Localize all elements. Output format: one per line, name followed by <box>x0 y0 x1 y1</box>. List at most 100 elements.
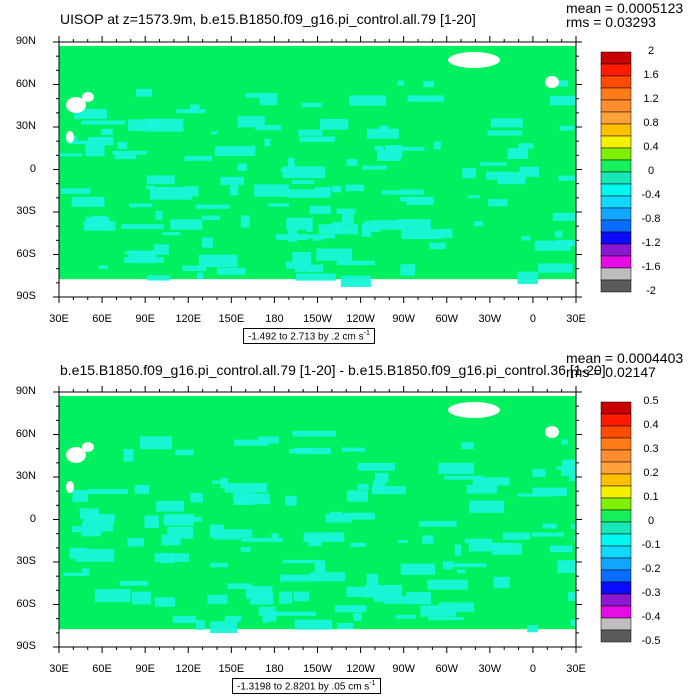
near-zero-patch <box>114 153 137 160</box>
near-zero-patch <box>573 535 576 541</box>
near-zero-patch <box>294 234 336 239</box>
near-zero-patch <box>129 203 153 208</box>
near-zero-patch <box>292 251 312 265</box>
ocean-field <box>59 392 576 647</box>
colorbar-label: 0.5 <box>643 395 659 407</box>
near-zero-patch <box>507 148 529 159</box>
near-zero-patch <box>286 189 330 198</box>
near-zero-patch <box>502 532 531 540</box>
near-zero-patch <box>473 221 484 227</box>
near-zero-patch <box>397 80 405 86</box>
near-zero-patch <box>454 544 462 556</box>
near-zero-patch <box>182 265 207 272</box>
near-zero-patch <box>74 109 108 119</box>
near-zero-patch <box>154 597 176 607</box>
near-zero-patch <box>538 263 573 273</box>
near-zero-patch <box>162 232 181 236</box>
near-zero-patch <box>98 265 109 270</box>
near-zero-patch <box>301 102 322 108</box>
near-zero-patch <box>144 515 159 528</box>
near-zero-patch <box>128 119 163 132</box>
near-zero-patch <box>201 237 213 248</box>
colorbar-label: 0 <box>647 165 655 177</box>
near-zero-patch <box>268 203 290 207</box>
colorbar-segment <box>600 629 632 643</box>
colorbar-segment <box>600 401 632 415</box>
near-zero-patch <box>280 168 316 173</box>
near-zero-patch <box>490 118 523 128</box>
colorbar-segment <box>600 545 632 559</box>
near-zero-patch <box>154 553 190 562</box>
near-zero-patch <box>207 594 228 604</box>
near-zero-patch <box>353 613 362 622</box>
near-zero-patch <box>377 149 401 161</box>
arctic-mask <box>59 392 576 396</box>
lon-tick-label: 30E <box>566 313 586 325</box>
near-zero-patch <box>372 479 386 491</box>
near-zero-patch <box>419 521 457 527</box>
near-zero-patch <box>216 267 246 275</box>
near-zero-patch <box>150 186 192 200</box>
near-zero-patch <box>320 118 349 130</box>
near-zero-patch <box>134 484 150 494</box>
colorbar-segment <box>600 509 632 523</box>
colorbar-segment <box>600 521 632 535</box>
near-zero-patch <box>233 493 270 501</box>
near-zero-patch <box>195 204 230 209</box>
near-zero-patch <box>442 561 454 570</box>
lat-tick-label: 60N <box>15 77 36 90</box>
colorbar-label: 0.1 <box>643 491 659 503</box>
near-zero-patch <box>372 486 406 495</box>
lon-tick-label: 0 <box>529 313 536 325</box>
colorbar-label: 0.4 <box>643 141 659 153</box>
near-zero-patch <box>438 602 475 612</box>
near-zero-patch <box>398 189 424 195</box>
lon-tick-label: 0 <box>529 663 536 675</box>
lon-tick-label: 60E <box>92 313 112 325</box>
near-zero-patch <box>383 595 418 604</box>
near-zero-patch <box>531 532 564 537</box>
near-zero-patch <box>349 95 387 106</box>
near-zero-patch <box>146 185 156 189</box>
colorbar-segment <box>600 219 632 233</box>
near-zero-patch <box>72 490 89 502</box>
lon-tick-label: 120W <box>346 663 375 675</box>
near-zero-patch <box>112 150 148 155</box>
colorbar-segment <box>600 123 632 137</box>
near-zero-patch <box>212 480 227 484</box>
near-zero-patch <box>314 560 326 573</box>
near-zero-patch <box>85 217 110 230</box>
colorbar-segment <box>600 449 632 463</box>
near-zero-patch <box>559 125 575 131</box>
colorbar-segment <box>600 533 632 547</box>
near-zero-patch <box>303 532 345 542</box>
near-zero-patch <box>128 250 157 264</box>
lon-tick-label: 150E <box>218 313 245 325</box>
near-zero-patch <box>400 264 416 276</box>
near-zero-patch <box>427 579 469 590</box>
near-zero-patch <box>370 220 406 230</box>
colorbar-segment <box>600 279 632 293</box>
colorbar-label: -1.2 <box>641 237 661 249</box>
near-zero-patch <box>224 483 268 493</box>
colorbar-segment <box>600 255 632 269</box>
near-zero-patch <box>81 529 102 537</box>
near-zero-patch <box>561 439 568 445</box>
near-zero-patch <box>318 224 359 235</box>
lat-tick-label: 30S <box>16 205 36 217</box>
near-zero-patch <box>340 275 371 287</box>
near-zero-patch <box>241 537 283 542</box>
antarctica-mask <box>59 279 576 297</box>
near-zero-patch <box>167 526 194 539</box>
lon-tick-label: 60W <box>435 313 459 325</box>
near-zero-patch <box>213 535 242 540</box>
land-mask <box>545 426 559 438</box>
near-zero-patch <box>72 526 82 533</box>
lat-tick-label: 90N <box>15 385 36 397</box>
near-zero-patch <box>427 617 464 621</box>
near-zero-patch <box>123 448 134 462</box>
lon-tick-label: 30E <box>566 663 586 675</box>
near-zero-patch <box>344 512 375 520</box>
colorbar-segment <box>600 485 632 499</box>
near-zero-patch <box>81 120 125 125</box>
